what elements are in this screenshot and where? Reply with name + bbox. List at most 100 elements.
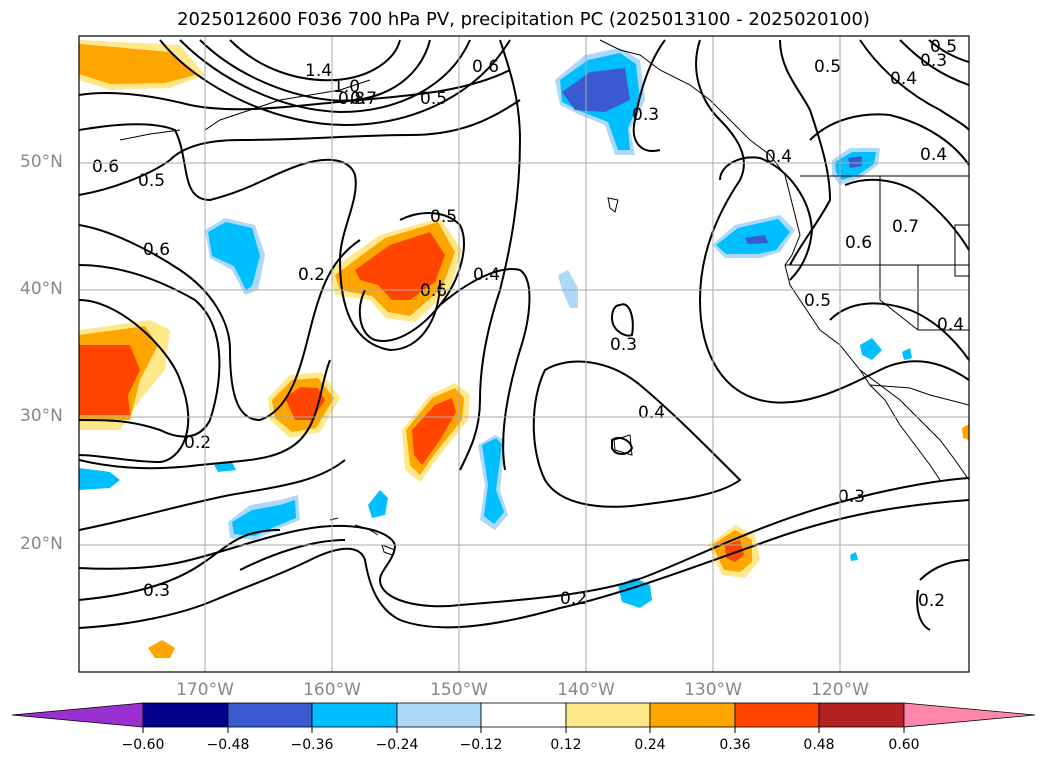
contour-line	[928, 39, 969, 63]
contour-line	[79, 499, 969, 629]
contour-line	[79, 299, 190, 464]
contour-line	[229, 39, 401, 82]
lon-label-170w: 170°W	[176, 680, 234, 700]
colorbar-tick-label: −0.60	[121, 737, 165, 753]
contour-line	[899, 39, 969, 86]
contour-label: 0.4	[638, 403, 665, 423]
precip-area	[412, 398, 456, 465]
colorbar-tick-label: −0.48	[206, 737, 250, 753]
precip-area	[860, 338, 882, 360]
lat-label-40n: 40°N	[20, 279, 63, 299]
pv-contours	[79, 39, 969, 631]
contour-line	[79, 99, 521, 196]
contour-label: 0.3	[632, 105, 659, 125]
contour-line	[632, 39, 666, 152]
contour-line	[79, 359, 331, 470]
contour-line	[719, 156, 814, 281]
precip-shading	[79, 40, 969, 658]
precip-area	[79, 468, 120, 490]
colorbar-extend-max	[903, 702, 1036, 728]
precip-area	[850, 552, 858, 561]
colorbar	[11, 702, 1036, 733]
colorbar-segment	[227, 702, 313, 728]
contour-label: 0.4	[765, 147, 792, 167]
colorbar-segment	[311, 702, 398, 728]
coastline-baja	[859, 369, 941, 481]
colorbar-segment	[649, 702, 736, 728]
contour-label: 0.4	[890, 69, 917, 89]
contour-label: 0.7	[350, 89, 377, 109]
colorbar-tick-label: −0.36	[290, 737, 334, 753]
island	[607, 197, 619, 213]
colorbar-tick-label: −0.12	[459, 737, 503, 753]
contour-label: 1.0	[333, 77, 360, 97]
island	[613, 434, 633, 456]
precip-area	[558, 270, 578, 308]
state-borders	[785, 176, 969, 331]
lon-label-130w: 130°W	[684, 680, 742, 700]
contour-label: 0.8	[338, 89, 365, 109]
colorbar-tick-label: 0.48	[803, 737, 835, 753]
contour-label: 0.4	[937, 315, 964, 335]
contour-line	[79, 264, 221, 438]
contour-label: 0.5	[804, 291, 831, 311]
lat-label-50n: 50°N	[20, 152, 63, 172]
contour-label: 0.4	[473, 265, 500, 285]
contour-label: 0.6	[92, 157, 119, 177]
precip-area	[848, 156, 862, 168]
precip-area	[208, 222, 260, 290]
contour-line	[79, 477, 969, 608]
contour-label: 0.3	[838, 487, 865, 507]
contour-line	[199, 39, 431, 102]
precip-area	[232, 500, 296, 536]
lon-label-140w: 140°W	[557, 680, 615, 700]
contour-line	[79, 224, 361, 422]
precip-area	[79, 44, 195, 84]
contour-label: 0.5	[814, 57, 841, 77]
contour-label: 0.4	[920, 145, 947, 165]
contour-label: 0.5	[430, 207, 457, 227]
colorbar-tick-label: 0.36	[719, 737, 751, 753]
contour-label: 0.6	[845, 233, 872, 253]
contour-line	[79, 123, 441, 352]
contour-line	[239, 539, 346, 571]
colorbar-segment	[396, 702, 482, 728]
coastline-north-america	[599, 39, 969, 481]
map-title: 2025012600 F036 700 hPa PV, precipitatio…	[177, 9, 870, 30]
contour-line	[439, 268, 531, 471]
lon-label-150w: 150°W	[430, 680, 488, 700]
lat-label-30n: 30°N	[20, 406, 63, 426]
contour-label: 0.3	[920, 51, 947, 71]
contour-line	[179, 39, 471, 114]
colorbar-segment	[480, 702, 567, 728]
precip-area	[902, 348, 912, 360]
contour-label: 0.3	[143, 581, 170, 601]
precip-area	[148, 640, 175, 658]
contour-line	[610, 303, 634, 337]
contour-label: 0.6	[143, 240, 170, 260]
gridlines	[79, 36, 969, 672]
contour-line	[459, 39, 522, 471]
contour-label: 0.2	[560, 589, 587, 609]
colorbar-tick-label: 0.24	[634, 737, 666, 753]
contour-label: 0.6	[472, 57, 499, 77]
contour-line	[829, 302, 969, 361]
contour-label: 0.3	[610, 335, 637, 355]
border-us-mexico	[869, 384, 969, 406]
contour-line	[159, 39, 511, 127]
contour-label: 0.2	[298, 265, 325, 285]
contour-line	[79, 459, 346, 531]
contour-label: 0.2	[918, 591, 945, 611]
precip-area	[355, 232, 445, 300]
precip-area	[745, 235, 768, 244]
contour-label: 1.4	[305, 61, 332, 81]
colorbar-segment	[734, 702, 820, 728]
precip-area	[562, 68, 630, 112]
precip-area	[79, 345, 140, 415]
precip-area	[214, 462, 236, 472]
contour-label: 0.6	[420, 281, 447, 301]
contour-line	[859, 39, 969, 131]
contour-line	[809, 113, 969, 166]
colorbar-segment	[142, 702, 229, 728]
contour-line	[79, 69, 511, 111]
